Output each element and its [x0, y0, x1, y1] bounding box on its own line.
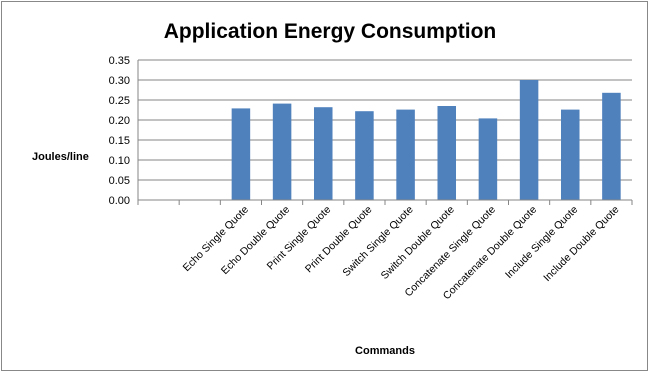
- y-tick-label: 0.20: [109, 115, 130, 127]
- y-tick-label: 0.15: [109, 135, 130, 147]
- axes: [137, 60, 633, 205]
- gridlines: [138, 59, 632, 181]
- y-tick-label: 0.00: [109, 195, 130, 207]
- y-tick-label: 0.35: [109, 55, 130, 67]
- bar: [519, 80, 539, 200]
- bar: [602, 92, 621, 200]
- x-tick-label: Include Single Quote: [503, 204, 581, 282]
- chart-title: Application Energy Consumption: [164, 20, 497, 43]
- x-axis-label: Commands: [355, 345, 415, 357]
- y-tick-label: 0.25: [109, 95, 130, 107]
- y-tick-label: 0.10: [109, 155, 130, 167]
- bar: [231, 108, 251, 200]
- x-tick-label: Switch Single Quote: [340, 204, 415, 279]
- bar-series: [231, 80, 621, 200]
- bar: [437, 106, 457, 200]
- y-axis-label: Joules/line: [32, 151, 89, 163]
- bar: [313, 107, 333, 200]
- y-tick-labels: 0.00 0.05 0.10 0.15 0.20 0.25 0.30 0.35: [109, 55, 130, 207]
- bar: [396, 109, 415, 200]
- bar: [355, 111, 374, 200]
- x-tick-label: Echo Double Quote: [219, 204, 292, 277]
- x-tick-label: Switch Double Quote: [379, 204, 457, 282]
- y-tick-label: 0.30: [109, 75, 130, 87]
- bar: [272, 103, 292, 200]
- x-tick-label: Include Double Quote: [541, 204, 621, 284]
- bar: [478, 118, 498, 200]
- bar: [560, 109, 580, 200]
- y-tick-label: 0.05: [109, 175, 130, 187]
